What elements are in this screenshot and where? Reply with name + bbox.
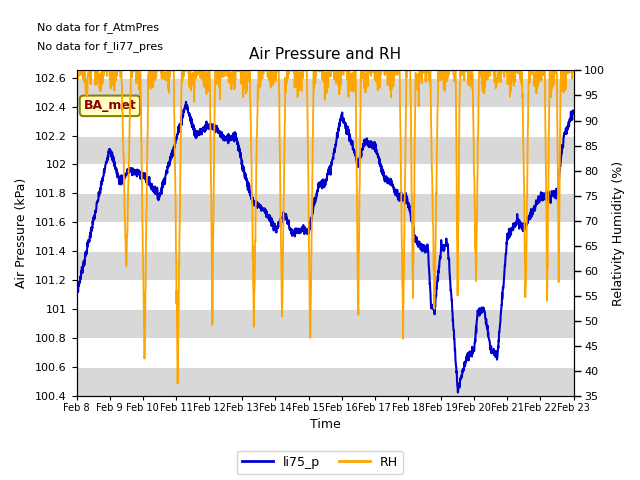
Bar bbox=[77, 338, 573, 367]
Bar bbox=[77, 280, 573, 309]
Y-axis label: Relativity Humidity (%): Relativity Humidity (%) bbox=[612, 161, 625, 306]
X-axis label: Time: Time bbox=[310, 419, 340, 432]
Text: No data for f_AtmPres: No data for f_AtmPres bbox=[36, 22, 159, 33]
Text: No data for f_li77_pres: No data for f_li77_pres bbox=[36, 41, 163, 52]
Bar bbox=[77, 165, 573, 193]
Bar bbox=[77, 367, 573, 396]
Y-axis label: Air Pressure (kPa): Air Pressure (kPa) bbox=[15, 178, 28, 288]
Bar bbox=[77, 222, 573, 251]
Bar bbox=[77, 193, 573, 222]
Text: BA_met: BA_met bbox=[83, 99, 136, 112]
Bar bbox=[77, 251, 573, 280]
Bar bbox=[77, 135, 573, 165]
Bar bbox=[77, 309, 573, 338]
Legend: li75_p, RH: li75_p, RH bbox=[237, 451, 403, 474]
Bar bbox=[77, 107, 573, 135]
Title: Air Pressure and RH: Air Pressure and RH bbox=[249, 48, 401, 62]
Bar bbox=[77, 78, 573, 107]
